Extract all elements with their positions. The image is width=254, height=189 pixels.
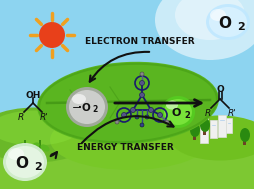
Circle shape <box>130 108 135 112</box>
Text: R: R <box>204 108 210 118</box>
Text: O: O <box>171 108 180 118</box>
Ellipse shape <box>39 22 65 48</box>
Polygon shape <box>217 115 225 137</box>
Polygon shape <box>199 118 207 143</box>
Text: O: O <box>15 156 28 170</box>
Ellipse shape <box>189 123 199 137</box>
Ellipse shape <box>154 0 254 60</box>
Text: O: O <box>215 84 223 94</box>
Ellipse shape <box>165 101 177 109</box>
Circle shape <box>121 112 126 118</box>
Circle shape <box>139 72 144 76</box>
Ellipse shape <box>239 128 249 142</box>
Polygon shape <box>24 140 26 152</box>
Polygon shape <box>0 130 254 189</box>
Polygon shape <box>209 120 216 138</box>
Text: R': R' <box>39 112 48 122</box>
Circle shape <box>164 120 168 124</box>
Circle shape <box>157 112 162 118</box>
Ellipse shape <box>25 144 35 152</box>
Ellipse shape <box>40 144 49 152</box>
Text: −: − <box>72 103 81 113</box>
Circle shape <box>145 115 148 119</box>
Polygon shape <box>0 128 254 135</box>
Text: ·O: ·O <box>77 103 90 113</box>
Text: 2: 2 <box>183 111 189 119</box>
Ellipse shape <box>0 111 80 146</box>
Polygon shape <box>193 134 196 140</box>
Ellipse shape <box>3 143 47 181</box>
Text: OH: OH <box>25 91 41 99</box>
Polygon shape <box>39 140 41 152</box>
Circle shape <box>148 108 153 112</box>
Circle shape <box>139 92 144 98</box>
Ellipse shape <box>205 4 249 40</box>
Text: ELECTRON TRANSFER: ELECTRON TRANSFER <box>85 37 194 46</box>
Ellipse shape <box>169 115 254 160</box>
Ellipse shape <box>160 96 194 128</box>
Ellipse shape <box>15 142 24 150</box>
Ellipse shape <box>30 142 39 150</box>
Polygon shape <box>225 118 231 133</box>
Polygon shape <box>243 139 246 145</box>
Ellipse shape <box>69 90 105 124</box>
Ellipse shape <box>209 9 225 21</box>
Polygon shape <box>203 129 206 135</box>
Ellipse shape <box>208 7 246 37</box>
Text: 2: 2 <box>236 22 244 32</box>
Text: ENERGY TRANSFER: ENERGY TRANSFER <box>76 143 173 153</box>
Ellipse shape <box>199 118 209 132</box>
Circle shape <box>139 81 144 85</box>
Ellipse shape <box>66 87 108 127</box>
Ellipse shape <box>163 99 191 125</box>
Text: 2: 2 <box>92 105 97 115</box>
Text: R: R <box>18 112 24 122</box>
Circle shape <box>139 123 144 127</box>
Circle shape <box>134 115 138 119</box>
Ellipse shape <box>8 148 24 160</box>
Text: 2: 2 <box>34 162 42 172</box>
Ellipse shape <box>6 146 44 178</box>
Ellipse shape <box>37 62 218 144</box>
Ellipse shape <box>72 94 86 104</box>
Ellipse shape <box>0 108 95 163</box>
Circle shape <box>115 120 119 124</box>
Ellipse shape <box>174 0 244 40</box>
Ellipse shape <box>50 110 209 170</box>
Text: R': R' <box>227 108 235 118</box>
Text: O: O <box>218 15 231 30</box>
